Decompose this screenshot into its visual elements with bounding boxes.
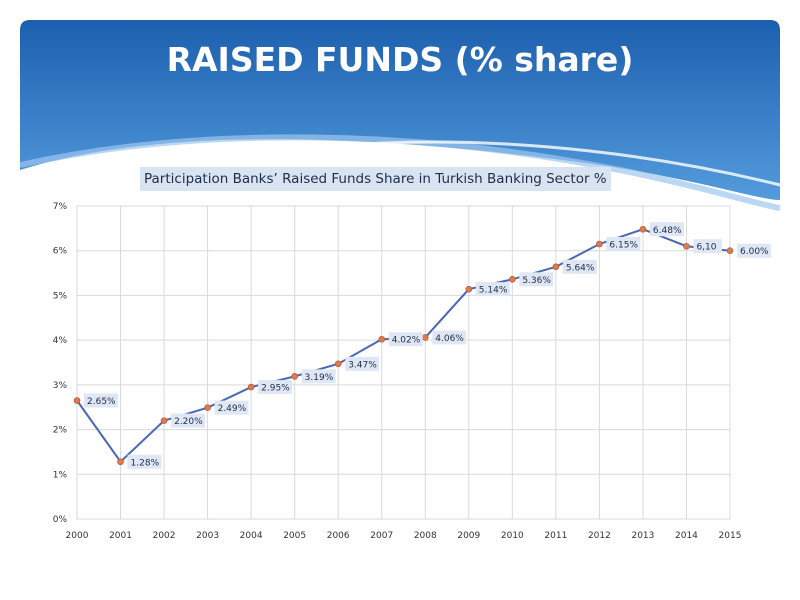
data-point [117,458,124,466]
y-axis-tick-labels: 0% 1% 2% 3% 4% 5% 6% 7% [53,202,68,525]
data-label-bg [432,330,467,345]
x-tick-label: 2001 [109,531,132,541]
data-point [683,242,690,250]
data-label-bg [562,259,597,274]
data-point [334,360,342,368]
data-label-bg [84,393,118,408]
data-point [726,247,734,255]
x-tick-label: 2011 [544,531,567,541]
data-label: 2.65% [87,397,116,407]
data-label: 4.02% [392,336,421,346]
data-point [160,417,168,424]
x-tick-label: 2002 [153,531,176,541]
x-tick-label: 2014 [675,531,698,541]
data-label: 5.36% [522,276,551,286]
data-label: 2.49% [218,404,247,414]
x-tick-label: 2012 [588,531,611,541]
data-label-bg [606,237,641,252]
data-point [509,276,516,283]
y-tick-label: 0% [53,515,68,525]
data-label: 2.20% [174,417,203,427]
data-label-bg [301,369,336,384]
data-label-bg [519,272,554,287]
data-point [596,240,603,248]
x-tick-label: 2003 [196,531,219,541]
data-point [204,404,211,411]
data-point [378,335,386,343]
y-tick-label: 4% [53,336,68,346]
data-label-bg [737,243,771,258]
chart-title: Participation Banks’ Raised Funds Share … [140,167,611,191]
y-tick-label: 3% [53,381,68,391]
data-point [421,334,429,341]
data-label-bg [127,454,162,469]
x-tick-label: 2009 [457,531,480,541]
slide-title: RAISED FUNDS (% share) [166,40,634,79]
data-label: 3.47% [348,360,377,370]
data-point [73,397,81,404]
x-axis-tick-labels: 2000 2001 2002 2003 2004 2005 2006 2007 2008 2009… [66,531,742,541]
y-tick-label: 5% [53,291,68,301]
data-label: 2.95% [261,384,290,394]
data-labels: 2.65% 1.28% 2.20% 2.49% 2.95% 3.19% 3.47% 4.02%… [84,222,771,469]
y-tick-label: 2% [53,426,68,436]
x-tick-label: 2006 [327,531,350,541]
x-tick-label: 2005 [283,531,306,541]
x-tick-label: 2008 [414,531,437,541]
x-tick-label: 2004 [240,531,263,541]
x-tick-label: 2010 [501,531,524,541]
data-label-bg [649,222,684,237]
data-label-bg [693,239,722,254]
x-tick-label: 2000 [66,531,89,541]
data-label: 5.14% [479,286,508,296]
data-label: 6.48% [653,226,682,236]
data-label: 6.00% [740,247,769,257]
data-label-bg [258,380,293,395]
data-label: 6,10 [696,243,716,253]
data-label: 5.64% [566,263,595,273]
y-tick-label: 6% [53,247,68,257]
data-label-bg [388,332,423,347]
data-label: 4.06% [435,334,464,344]
data-point [465,285,473,293]
data-point [291,373,298,380]
x-tick-label: 2007 [370,531,393,541]
y-tick-label: 1% [53,470,68,480]
data-label-bg [214,400,249,415]
y-tick-label: 7% [53,202,68,212]
data-label-bg [475,282,510,297]
data-label: 1.28% [131,458,160,468]
x-tick-label: 2015 [719,531,742,541]
x-tick-label: 2013 [631,531,654,541]
data-point [247,383,255,391]
data-label-bg [345,356,380,371]
data-point [552,263,560,271]
data-point [639,225,647,233]
data-label-bg [171,413,206,428]
data-label: 3.19% [305,373,334,383]
plot-area [76,205,731,520]
data-label: 6.15% [609,241,638,251]
